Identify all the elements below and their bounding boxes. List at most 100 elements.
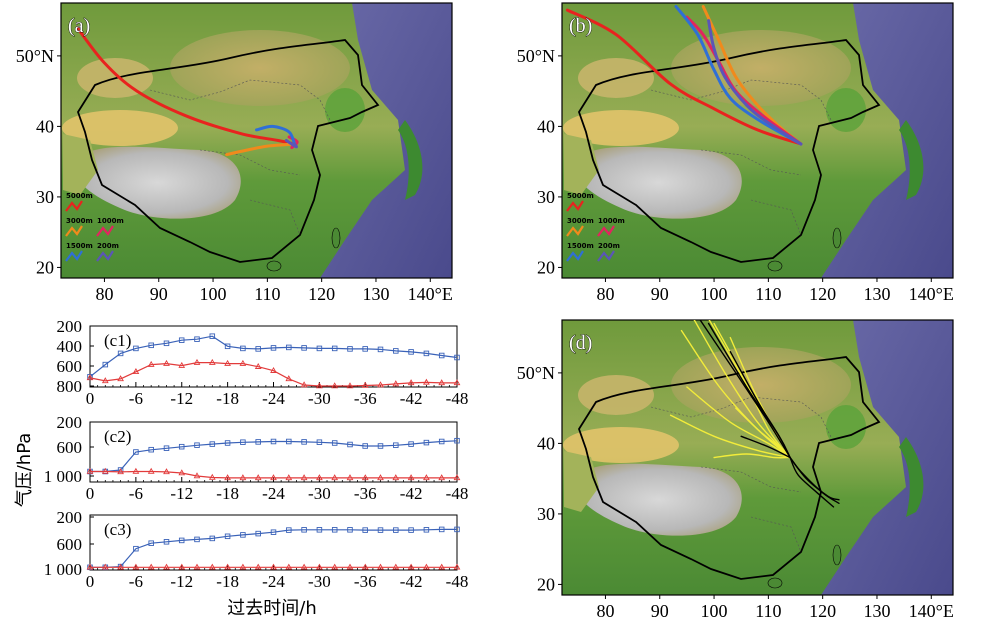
point-triangle (377, 381, 384, 388)
point-square (377, 346, 384, 353)
point-square (408, 527, 414, 533)
x-tick--24: -24 (262, 484, 285, 503)
point-square (331, 440, 338, 446)
point-triangle (270, 474, 277, 481)
series-line-red (90, 470, 457, 479)
y-tick-200: 200 (57, 508, 83, 527)
point-square (178, 537, 185, 544)
point-triangle (147, 360, 155, 367)
y-tick-600: 600 (57, 535, 83, 554)
map-panel-b: 5000m 3000m 1000m 1500m 200m (b) 80 90 100 110 1… (517, 2, 954, 304)
y-tick-400: 400 (57, 337, 83, 356)
point-triangle (331, 563, 339, 570)
lon-tick-a-100: 100 (200, 284, 227, 304)
x-tick--48: -48 (446, 389, 469, 408)
point-triangle (208, 473, 216, 480)
plot-frame-(c1) (89, 325, 458, 388)
lat-tick-a-40: 40 (36, 116, 54, 136)
point-square (316, 439, 323, 445)
trajectory-d-11 (729, 351, 791, 459)
legend-swatch-b-1000m (597, 225, 615, 237)
point-square (286, 438, 292, 445)
point-square (255, 530, 261, 537)
point-square (102, 361, 109, 368)
trajectory-d-13 (789, 456, 840, 501)
lon-tick-d-90: 90 (651, 601, 669, 621)
legend-swatch-a-3000m (65, 225, 83, 237)
x-tick--18: -18 (216, 572, 239, 591)
lat-ticks-b: 50°N 40 30 20 (517, 46, 562, 277)
y-tick-800: 800 (57, 377, 83, 396)
legend-label-b-1500m: 1500m (567, 242, 594, 250)
point-square (301, 527, 307, 533)
x-tick--12: -12 (170, 572, 193, 591)
legend-label-a-1500m: 1500m (66, 242, 93, 250)
y-tick-200: 200 (57, 317, 83, 336)
y-tick-200: 200 (57, 413, 83, 432)
x-tick--6: -6 (129, 389, 143, 408)
point-square (362, 443, 368, 449)
x-tick--48: -48 (446, 572, 469, 591)
plot-frame-(c2) (89, 421, 458, 483)
point-square (408, 441, 414, 447)
point-square (362, 527, 368, 533)
legend-label-b-3000m: 3000m (567, 217, 594, 225)
point-triangle (239, 474, 247, 481)
point-square (194, 442, 200, 448)
lon-tick-b-100: 100 (701, 284, 728, 304)
point-square (286, 527, 292, 533)
x-tick--12: -12 (170, 484, 193, 503)
point-square (423, 527, 430, 533)
point-square (454, 437, 460, 444)
x-tick--24: -24 (262, 389, 285, 408)
point-triangle (423, 378, 430, 385)
lon-tick-b-110: 110 (755, 284, 781, 304)
point-square (148, 342, 154, 349)
lon-tick-a-110: 110 (254, 284, 280, 304)
trajectory-d-7 (713, 453, 791, 459)
trajectory-a-1500m (255, 124, 296, 146)
trajectory-d-3 (680, 329, 791, 459)
trajectory-d-8 (735, 407, 791, 459)
panel-label-a: (a) (68, 15, 90, 37)
lat-ticks-a: 50°N 40 30 20 (16, 46, 61, 277)
point-square (377, 443, 384, 449)
point-square (301, 345, 307, 351)
lon-tick-d-100: 100 (701, 601, 728, 621)
point-triangle (331, 382, 339, 389)
x-tick--18: -18 (216, 389, 239, 408)
point-triangle (346, 474, 354, 481)
point-square (240, 439, 246, 445)
point-triangle (361, 563, 369, 570)
point-triangle (392, 563, 400, 570)
point-square (209, 333, 216, 339)
point-triangle (438, 474, 446, 481)
legend-swatch-b-5000m (566, 200, 584, 212)
point-triangle (86, 563, 94, 570)
point-triangle (193, 563, 201, 570)
point-square (408, 349, 414, 355)
point-triangle (331, 474, 339, 481)
lon-tick-b-80: 80 (596, 284, 614, 304)
point-square (133, 449, 139, 455)
map-panel-a: 5000m 3000m 1000m 1500m 200m (a) 80 90 100 110 1… (16, 2, 453, 304)
series-line-blue (89, 335, 458, 378)
point-square (148, 540, 154, 546)
y-tick-600: 600 (57, 438, 83, 457)
x-tick--30: -30 (308, 389, 331, 408)
x-tick--36: -36 (354, 389, 377, 408)
point-square (347, 346, 353, 352)
point-triangle (224, 474, 231, 481)
lon-tick-d-120: 120 (809, 601, 836, 621)
point-triangle (300, 381, 308, 388)
lon-tick-d-110: 110 (755, 601, 781, 621)
x-tick--18: -18 (216, 484, 239, 503)
map-panel-d: (d) 80 90 100 110 120 130 140°E 50°N 40 30 20 (517, 319, 954, 621)
trajectories-b (565, 5, 803, 146)
legend-swatch-a-200m (96, 250, 114, 262)
legend-label-a-1000m: 1000m (97, 217, 124, 225)
trajectory-d-14 (789, 456, 835, 508)
point-square (270, 345, 277, 351)
